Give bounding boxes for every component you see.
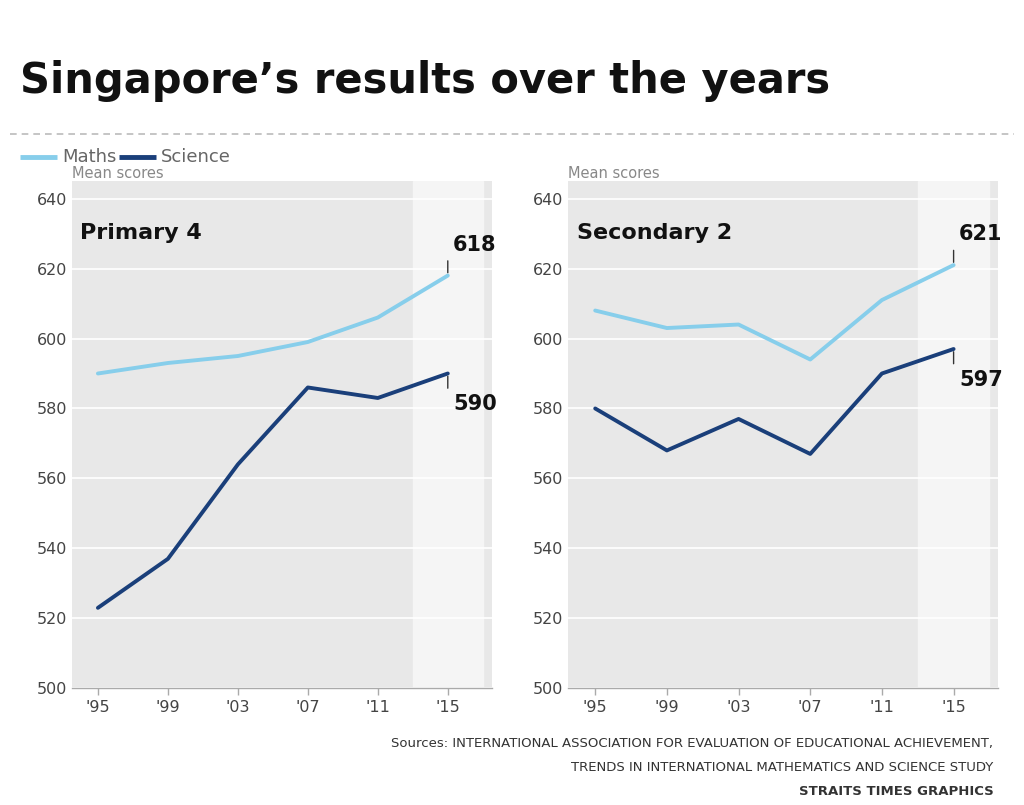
Text: 621: 621 [958,224,1002,244]
Text: Singapore’s results over the years: Singapore’s results over the years [20,60,830,101]
Text: Mean scores: Mean scores [568,166,659,181]
Text: Mean scores: Mean scores [72,166,163,181]
Text: STRAITS TIMES GRAPHICS: STRAITS TIMES GRAPHICS [799,785,993,798]
Text: 597: 597 [958,370,1002,390]
Text: Primary 4: Primary 4 [81,223,202,243]
Bar [413,181,482,688]
Bar [918,181,989,688]
Text: Maths: Maths [62,148,117,166]
Text: Science: Science [162,148,231,166]
Text: 618: 618 [453,234,497,254]
Text: TRENDS IN INTERNATIONAL MATHEMATICS AND SCIENCE STUDY: TRENDS IN INTERNATIONAL MATHEMATICS AND … [571,761,993,774]
Text: Secondary 2: Secondary 2 [578,223,732,243]
Text: 590: 590 [453,394,497,415]
Text: Sources: INTERNATIONAL ASSOCIATION FOR EVALUATION OF EDUCATIONAL ACHIEVEMENT,: Sources: INTERNATIONAL ASSOCIATION FOR E… [391,737,993,749]
